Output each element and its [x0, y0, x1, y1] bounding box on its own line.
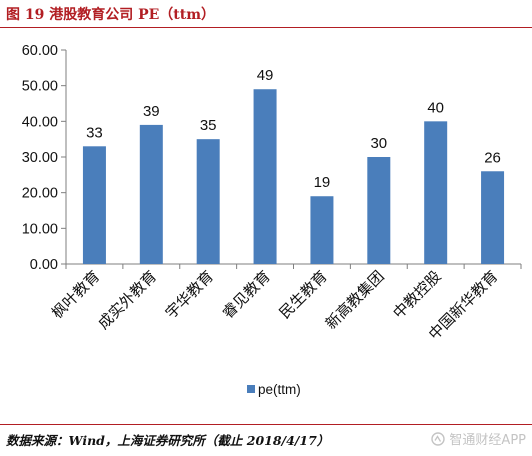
- bar-chart: 0.00 10.00 20.00 30.00 40.00 50.00 60.00 枫叶教育成…: [22, 43, 522, 397]
- y-axis: 0.00 10.00 20.00 30.00 40.00 50.00 60.00: [22, 43, 67, 273]
- y-tick-label: 40.00: [22, 114, 58, 130]
- watermark-logo-icon: [431, 432, 445, 446]
- x-tick-label: 成实外教育: [94, 267, 160, 333]
- title-divider: [0, 27, 532, 28]
- y-tick-label: 30.00: [22, 150, 58, 166]
- footer-divider: [0, 424, 532, 425]
- bar: [481, 171, 505, 264]
- watermark: 智通财经APP: [431, 429, 526, 448]
- y-tick-label: 60.00: [22, 43, 58, 59]
- bar: [424, 121, 448, 264]
- x-tick-label: 新高教集团: [322, 267, 388, 333]
- x-tick-label: 枫叶教育: [48, 267, 103, 322]
- data-label: 35: [200, 117, 217, 134]
- watermark-text: 智通财经APP: [449, 433, 526, 448]
- data-label: 30: [370, 135, 387, 152]
- bar: [196, 139, 220, 264]
- bar: [310, 196, 334, 264]
- bar: [82, 146, 106, 264]
- x-tick-label: 中教控股: [389, 267, 444, 322]
- source-note: 数据来源：Wind，上海证券研究所（截止 2018/4/17）: [6, 433, 330, 448]
- bar: [367, 157, 391, 264]
- data-label: 40: [427, 99, 444, 116]
- data-label: 39: [143, 103, 160, 120]
- legend-swatch: [247, 385, 255, 393]
- y-tick-label: 20.00: [22, 186, 58, 202]
- data-label: 49: [257, 67, 274, 84]
- data-label: 19: [314, 174, 331, 191]
- x-tick-label: 民生教育: [276, 267, 331, 322]
- data-label: 26: [484, 149, 501, 166]
- x-tick-label: 睿见教育: [219, 267, 274, 322]
- bar: [253, 89, 277, 264]
- bar-series: 33 39 35 49 19 30 40 26: [82, 67, 505, 265]
- figure-title: 图 19 港股教育公司 PE（ttm）: [6, 7, 216, 23]
- bar: [139, 124, 163, 265]
- x-tick-label: 宇华教育: [162, 267, 217, 322]
- data-label: 33: [86, 124, 103, 141]
- y-tick-label: 50.00: [22, 79, 58, 95]
- legend-label: pe(ttm): [258, 382, 301, 397]
- y-tick-label: 10.00: [22, 221, 58, 237]
- legend: pe(ttm): [247, 382, 301, 397]
- y-tick-label: 0.00: [30, 257, 58, 273]
